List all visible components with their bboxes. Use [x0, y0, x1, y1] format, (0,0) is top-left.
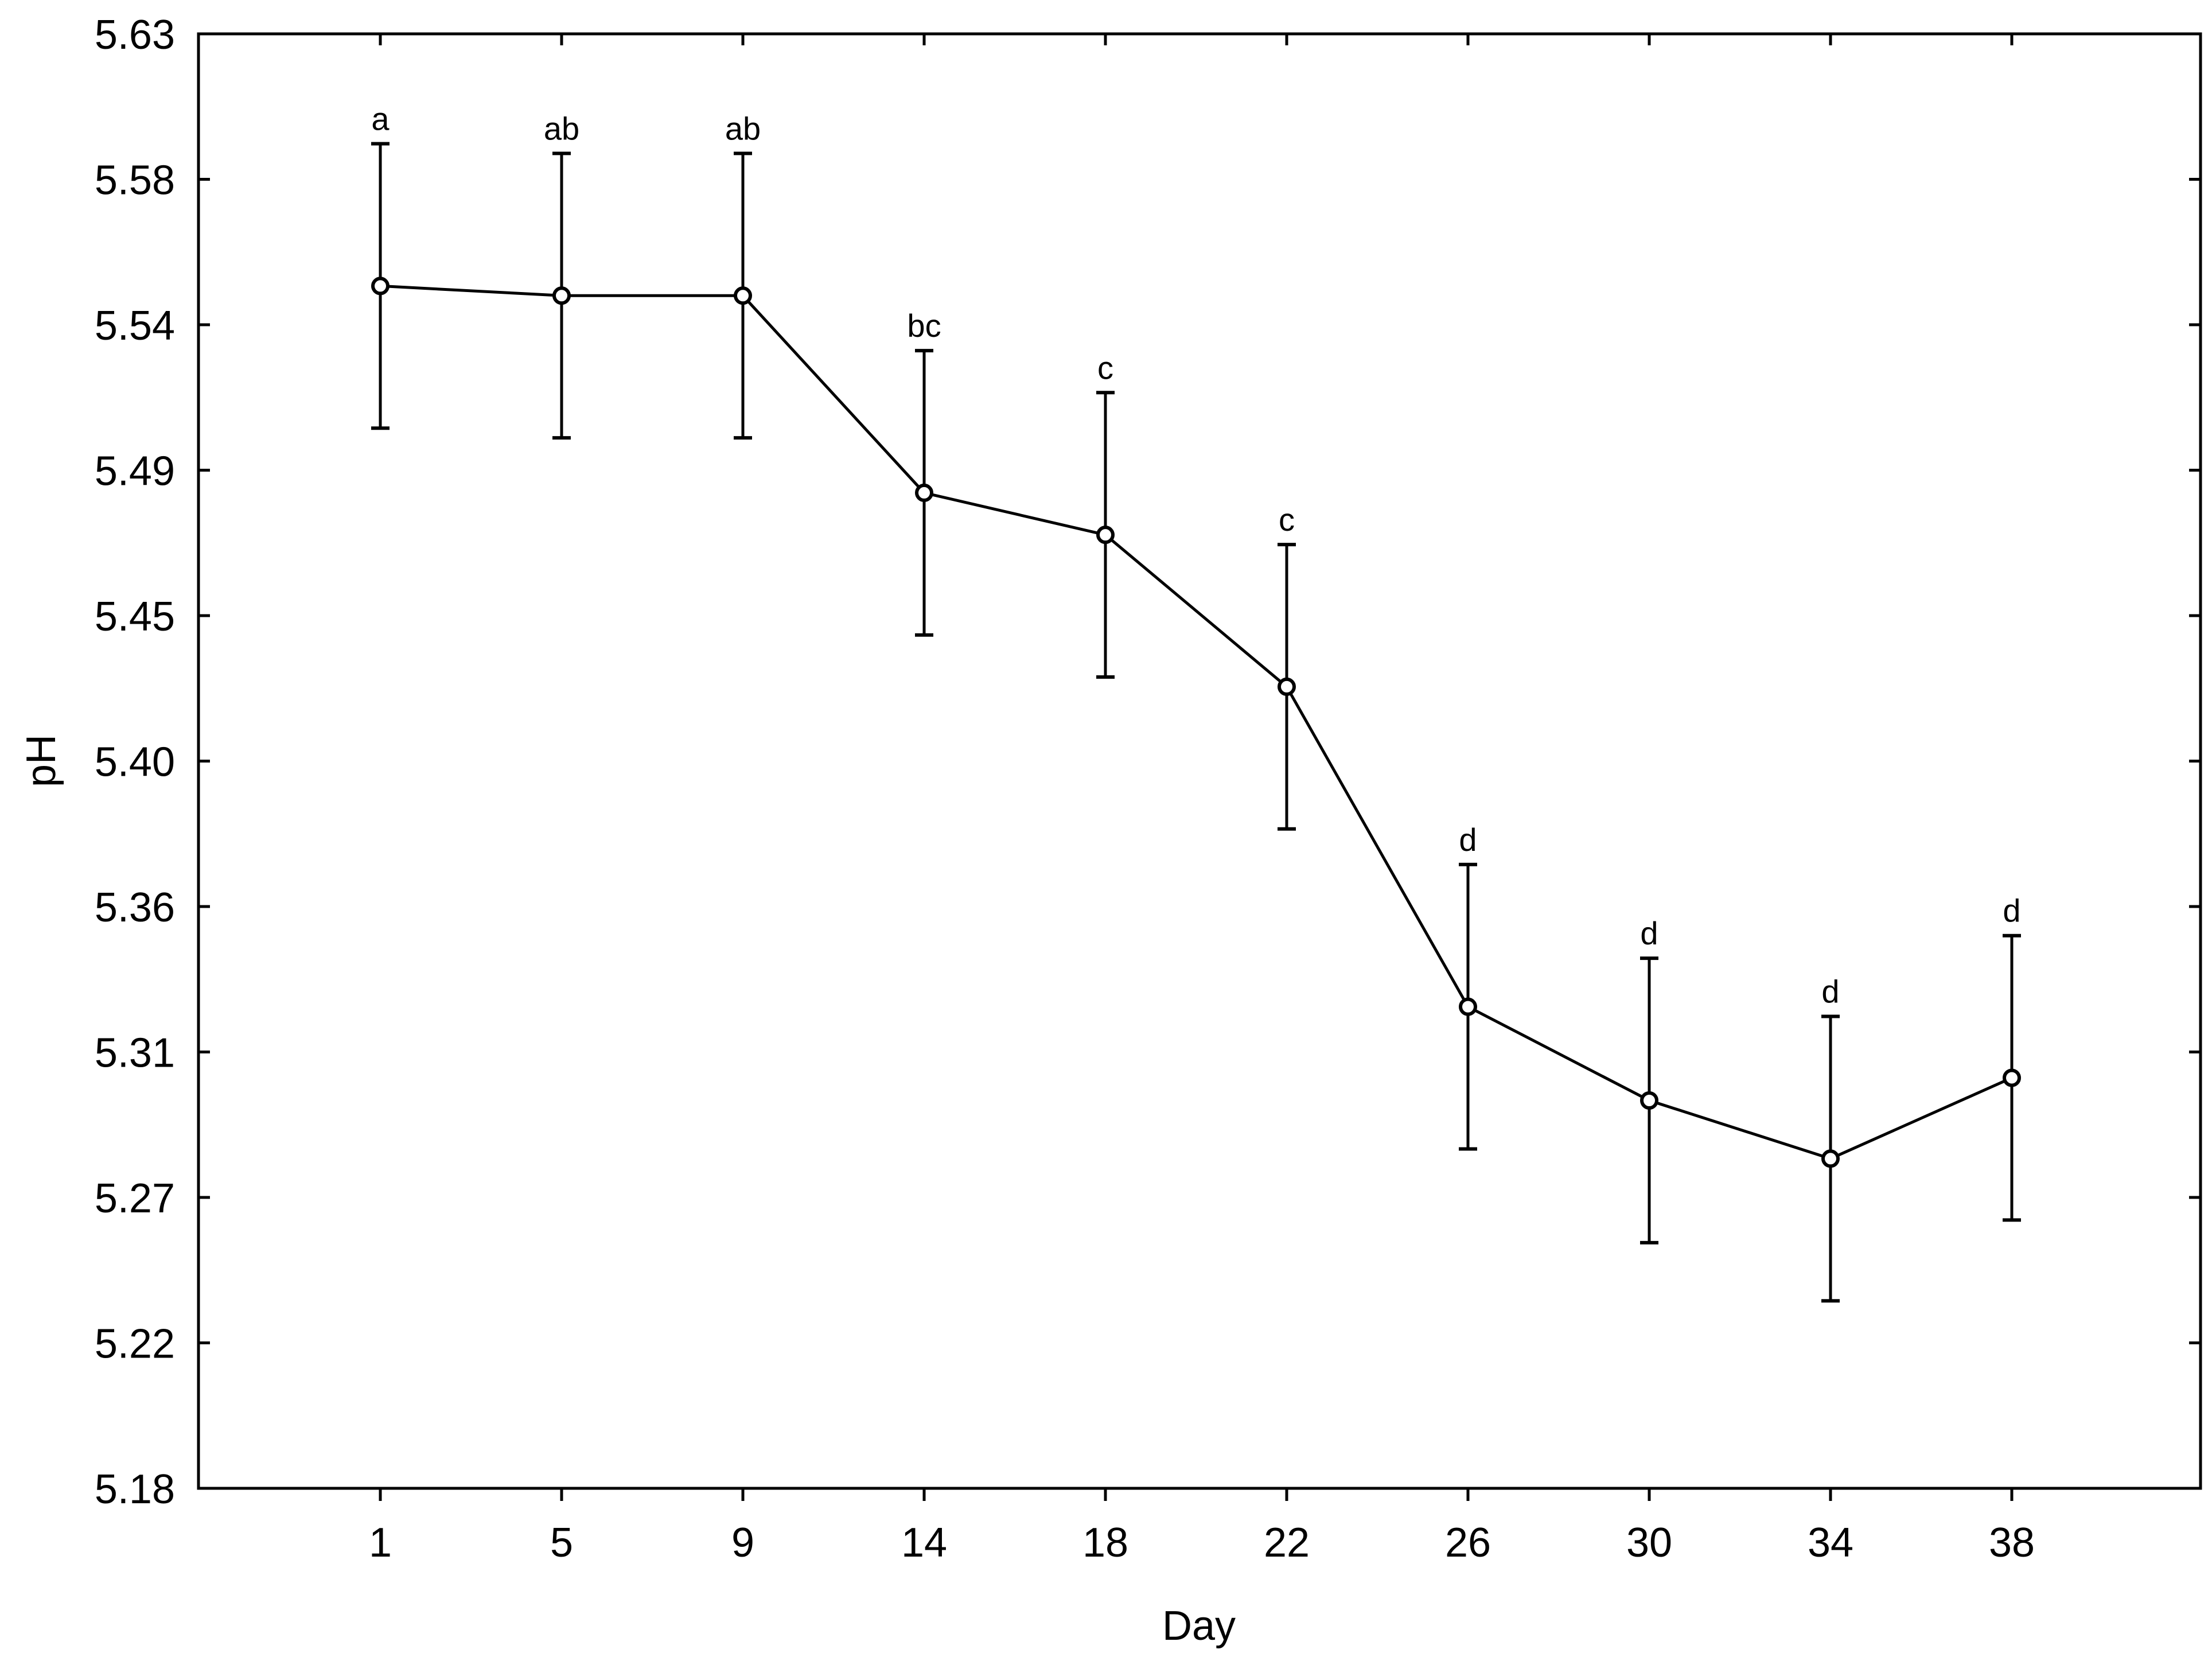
y-tick-label: 5.22: [95, 1321, 175, 1367]
series-line: [380, 284, 2013, 1161]
y-tick-label: 5.31: [95, 1030, 175, 1076]
x-tick-label: 30: [1626, 1520, 1672, 1566]
x-axis: 1 5 9 14 18 22 26 30 34 38: [369, 34, 2035, 1566]
data-point: [734, 286, 752, 305]
data-point: [371, 277, 390, 295]
significance-label: c: [1097, 349, 1113, 386]
data-point: [1278, 677, 1296, 696]
significance-label: d: [1459, 822, 1477, 858]
x-tick-label: 1: [369, 1520, 392, 1566]
y-tick-label: 5.45: [95, 594, 175, 640]
y-tick-label: 5.27: [95, 1176, 175, 1222]
y-tick-label: 5.36: [95, 885, 175, 931]
y-tick-label: 5.54: [95, 303, 175, 349]
significance-label: bc: [907, 308, 941, 344]
x-tick-label: 18: [1082, 1520, 1128, 1566]
data-point: [1821, 1149, 1840, 1168]
significance-label: c: [1279, 501, 1295, 538]
significance-label: a: [371, 101, 390, 137]
data-point: [2003, 1068, 2021, 1087]
y-tick-label: 5.40: [95, 740, 175, 785]
significance-label: ab: [725, 110, 761, 146]
x-tick-label: 9: [731, 1520, 754, 1566]
data-point: [1096, 526, 1115, 544]
y-axis-title: pH: [18, 734, 64, 787]
data-point: [1640, 1091, 1658, 1110]
y-tick-label: 5.58: [95, 158, 175, 204]
series-layer: a ab ab bc c c d d d d: [371, 101, 2021, 1303]
significance-label: d: [2003, 893, 2020, 929]
significance-label: d: [1640, 915, 1658, 951]
y-tick-label: 5.18: [95, 1467, 175, 1512]
y-tick-label: 5.49: [95, 449, 175, 495]
x-tick-label: 5: [550, 1520, 573, 1566]
significance-label: ab: [544, 110, 579, 146]
plot-frame: [197, 32, 2202, 1490]
x-tick-label: 38: [1989, 1520, 2035, 1566]
y-tick-label: 5.63: [95, 12, 175, 58]
x-tick-label: 22: [1264, 1520, 1310, 1566]
y-axis: 5.18 5.22 5.27 5.31 5.36 5.40 5.45 5.49 5.54 5.58…: [95, 12, 2201, 1512]
x-tick-label: 14: [901, 1520, 947, 1566]
data-point: [1459, 997, 1477, 1016]
x-tick-label: 26: [1445, 1520, 1491, 1566]
data-point: [552, 286, 571, 305]
data-point: [915, 483, 933, 502]
significance-label: d: [1821, 974, 1839, 1010]
x-axis-title: Day: [1162, 1603, 1236, 1649]
x-tick-label: 34: [1808, 1520, 1853, 1566]
